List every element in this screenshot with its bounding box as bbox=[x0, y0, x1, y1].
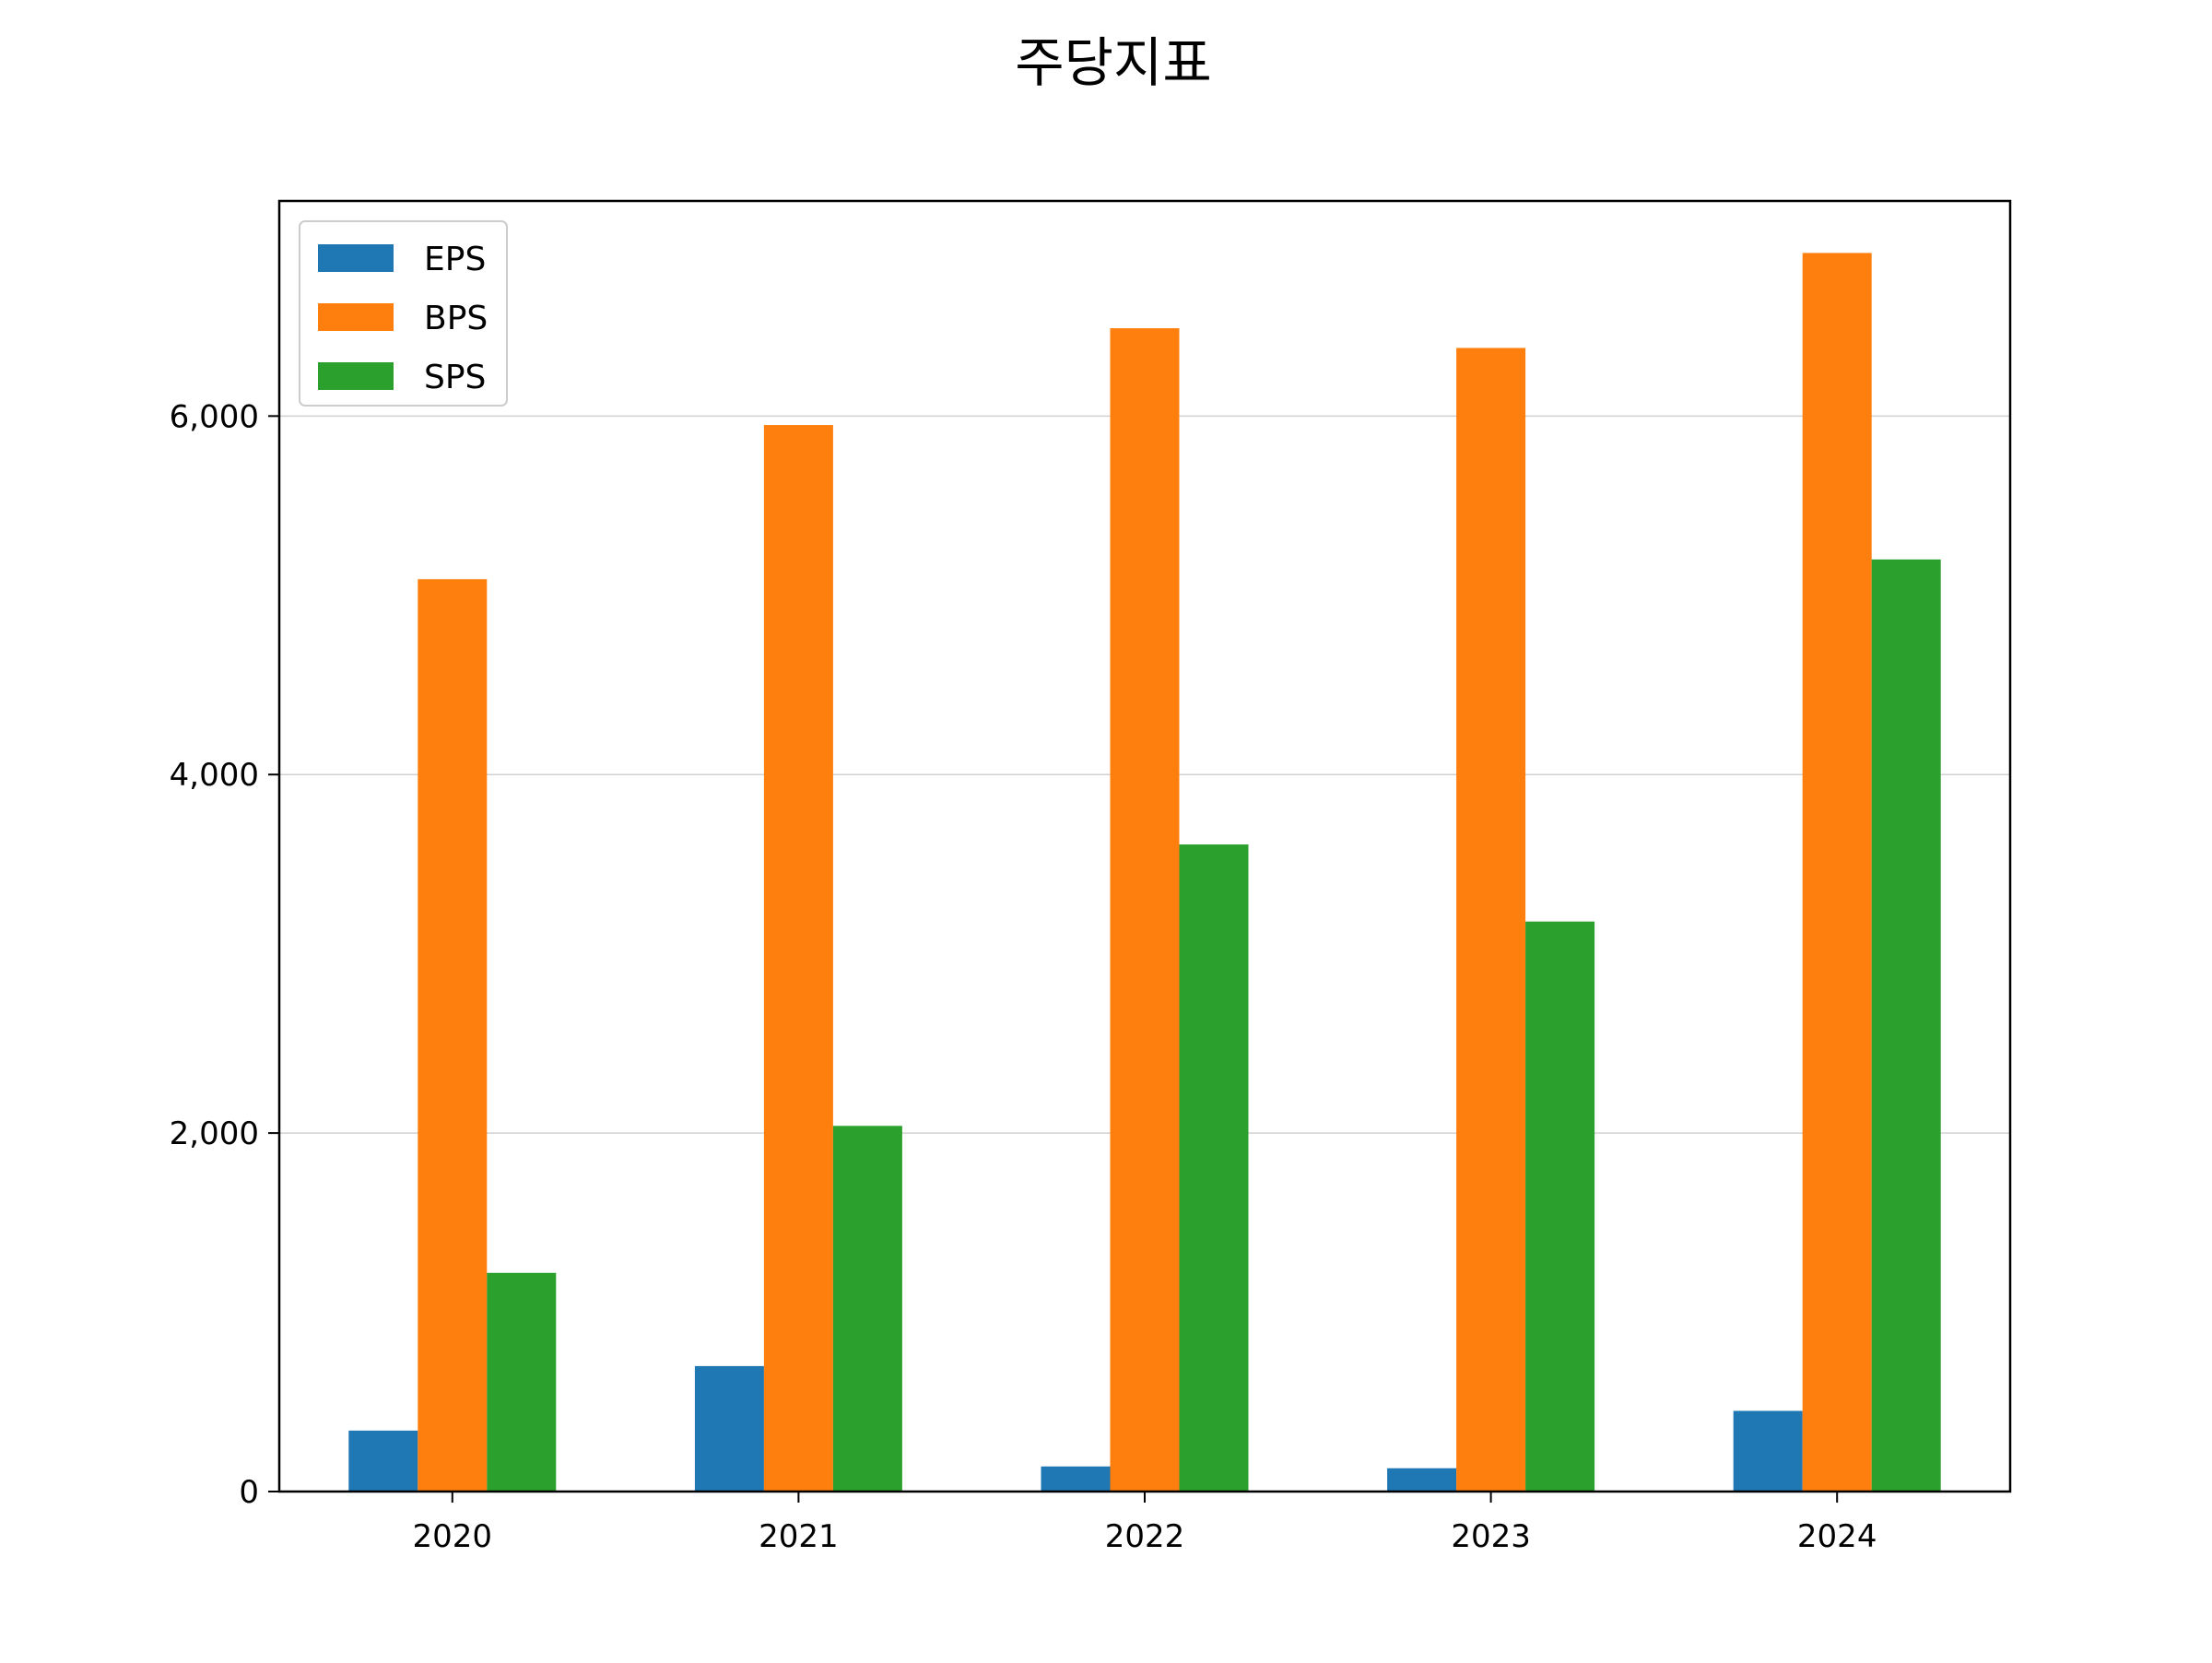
x-tick-label: 2023 bbox=[1451, 1518, 1531, 1555]
bar-sps-2021 bbox=[832, 1126, 902, 1492]
bar-bps-2024 bbox=[1802, 253, 1872, 1492]
legend: EPS BPS SPS bbox=[299, 220, 508, 407]
bar-eps-2022 bbox=[1041, 1466, 1111, 1492]
x-tick-label: 2021 bbox=[759, 1518, 839, 1555]
legend-swatch-bps bbox=[318, 303, 394, 331]
bar-bps-2020 bbox=[418, 579, 488, 1492]
x-tick-label: 2024 bbox=[1797, 1518, 1877, 1555]
y-tick-label: 0 bbox=[239, 1474, 259, 1511]
bars bbox=[348, 253, 1941, 1492]
bar-sps-2024 bbox=[1871, 559, 1941, 1492]
legend-swatch-sps bbox=[318, 362, 394, 390]
chart-title: 주당지표 bbox=[1015, 31, 1211, 94]
bar-sps-2022 bbox=[1179, 844, 1249, 1492]
bar-eps-2020 bbox=[348, 1430, 418, 1492]
legend-swatch-eps bbox=[318, 244, 394, 272]
y-tick-label: 6,000 bbox=[170, 398, 259, 435]
bar-eps-2023 bbox=[1387, 1468, 1457, 1492]
legend-label-bps: BPS bbox=[424, 300, 488, 337]
x-axis: 2020 2021 2022 2023 2024 bbox=[413, 1492, 1877, 1555]
bar-sps-2020 bbox=[487, 1272, 557, 1492]
x-tick-label: 2020 bbox=[413, 1518, 493, 1555]
bar-eps-2024 bbox=[1733, 1410, 1803, 1492]
bar-eps-2021 bbox=[694, 1365, 764, 1492]
y-tick-label: 4,000 bbox=[170, 757, 259, 794]
bar-bps-2021 bbox=[763, 425, 833, 1492]
x-tick-label: 2022 bbox=[1105, 1518, 1185, 1555]
y-tick-label: 2,000 bbox=[170, 1115, 259, 1152]
y-axis: 0 2,000 4,000 6,000 bbox=[170, 398, 279, 1511]
legend-label-sps: SPS bbox=[424, 359, 486, 396]
bar-sps-2023 bbox=[1525, 921, 1595, 1492]
bar-bps-2023 bbox=[1456, 348, 1526, 1492]
bar-bps-2022 bbox=[1110, 328, 1180, 1492]
legend-label-eps: EPS bbox=[424, 241, 486, 278]
